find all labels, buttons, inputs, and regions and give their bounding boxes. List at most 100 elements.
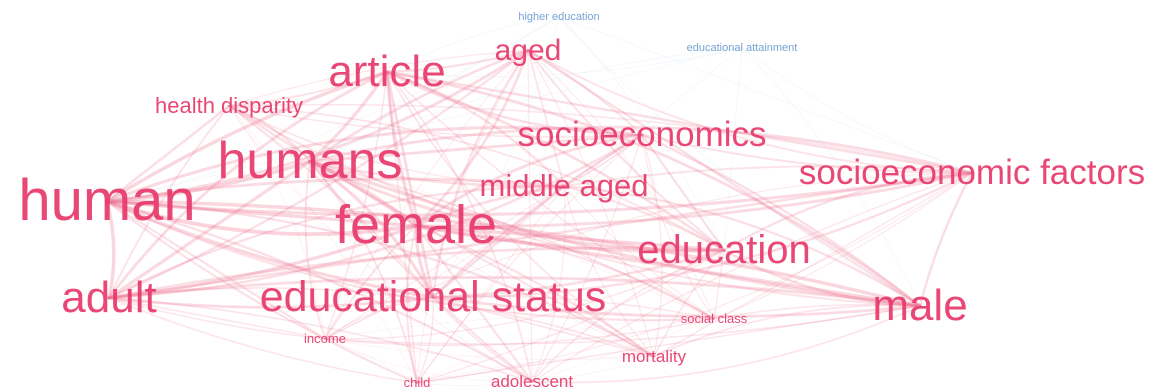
edge-socioeconomics-child — [416, 134, 643, 384]
node-label-health-disparity: health disparity — [155, 93, 303, 118]
node-label-adolescent: adolescent — [491, 372, 574, 391]
edge-human-income — [105, 200, 327, 340]
edge-socioeconomics-adolescent — [531, 134, 643, 383]
edge-female-adolescent — [414, 224, 534, 383]
edge-health-disparity-child — [228, 105, 418, 384]
edge-socioeconomic-factors-adult — [107, 171, 974, 300]
edge-female-child — [406, 224, 418, 384]
edge-educational-attainment-human — [106, 47, 743, 202]
edge-aged-adult — [107, 49, 530, 300]
edge-health-disparity-adolescent — [228, 105, 533, 382]
edge-female-mortality — [414, 224, 656, 358]
edge-educational-attainment-educational-status — [432, 47, 743, 298]
edge-socioeconomics-educational-status — [431, 133, 644, 299]
edge-humans-health-disparity — [227, 104, 312, 163]
edge-article-education — [385, 70, 726, 252]
edge-humans-adult — [107, 159, 312, 300]
edge-humans-male — [308, 159, 922, 308]
edge-aged-social-class — [527, 49, 715, 320]
edge-humans-aged — [308, 49, 530, 163]
edge-socioeconomic-factors-education — [722, 171, 974, 252]
edge-aged-adolescent — [527, 49, 533, 383]
edge-female-educational-status — [414, 224, 435, 299]
edge-middle-aged-adolescent — [531, 185, 566, 383]
edge-educational-status-social-class — [432, 295, 715, 320]
node-label-social-class: social class — [681, 311, 748, 326]
edge-article-mortality — [386, 71, 655, 358]
edge-socioeconomics-middle-aged — [563, 133, 643, 188]
edge-middle-aged-adult — [107, 184, 566, 300]
node-label-socioeconomics: socioeconomics — [518, 115, 767, 154]
edge-human-aged — [105, 48, 530, 203]
edge-aged-mortality — [527, 49, 655, 358]
edge-higher-education-human — [106, 16, 560, 202]
edge-human-female — [105, 199, 418, 237]
edge-socioeconomics-mortality — [641, 134, 663, 358]
edge-socioeconomic-factors-adolescent — [531, 172, 973, 383]
edge-adult-mortality — [108, 287, 655, 358]
edge-educational-attainment-education — [723, 47, 743, 251]
edge-aged-socioeconomics — [527, 49, 643, 136]
edge-socioeconomic-factors-income — [324, 172, 973, 340]
edge-mortality-child — [416, 356, 655, 384]
edge-socioeconomic-factors-mortality — [653, 172, 973, 358]
node-label-education: education — [637, 228, 810, 272]
edge-article-adult — [107, 70, 389, 300]
edge-humans-socioeconomics — [308, 133, 644, 163]
edge-income-adolescent — [324, 338, 533, 383]
edge-health-disparity-adult — [108, 105, 230, 299]
edge-socioeconomic-factors-female — [414, 171, 974, 228]
node-label-adult: adult — [61, 273, 156, 322]
edge-higher-education-socioeconomic-factors — [558, 16, 973, 174]
edge-human-adult — [105, 199, 116, 300]
edge-human-male — [105, 199, 922, 308]
edge-educational-status-mortality — [432, 296, 655, 358]
edge-educational-status-adolescent — [432, 296, 533, 383]
node-label-female: female — [335, 195, 497, 255]
edge-education-educational-status — [431, 248, 726, 299]
edge-aged-health-disparity — [228, 49, 529, 107]
edge-health-disparity-female — [227, 104, 418, 227]
edge-article-female — [385, 70, 418, 228]
edge-adult-male — [107, 276, 922, 308]
edge-education-adult — [107, 246, 726, 300]
edge-humans-social-class — [309, 160, 715, 320]
node-label-middle-aged: middle aged — [480, 168, 649, 203]
edge-socioeconomic-factors-educational-status — [431, 171, 974, 299]
edge-article-income — [324, 71, 388, 340]
edge-article-middle-aged — [385, 70, 566, 188]
edge-health-disparity-socioeconomic-factors — [228, 103, 973, 174]
edge-middle-aged-male — [562, 184, 922, 308]
edge-male-adolescent — [531, 305, 921, 384]
edge-human-health-disparity — [105, 104, 231, 203]
node-label-income: income — [304, 331, 346, 346]
edge-education-mortality — [653, 249, 725, 358]
edge-article-male — [385, 70, 922, 308]
edge-educational-attainment-article — [386, 47, 743, 77]
edge-middle-aged-educational-status — [431, 184, 566, 299]
edge-human-educational-status — [105, 199, 435, 299]
edge-article-socioeconomic-factors — [385, 70, 974, 175]
edge-social-class-adolescent — [531, 318, 715, 382]
node-label-humans: humans — [218, 132, 403, 190]
node-label-socioeconomic-factors: socioeconomic factors — [799, 153, 1145, 192]
edge-socioeconomic-factors-male — [918, 171, 974, 308]
edge-socioeconomic-factors-social-class — [713, 172, 973, 320]
edge-male-mortality — [653, 304, 921, 358]
edge-female-adult — [107, 224, 418, 300]
edge-human-mortality — [105, 200, 656, 358]
edge-socioeconomics-male — [640, 133, 922, 308]
edge-humans-article — [308, 70, 389, 163]
node-label-child: child — [404, 375, 431, 390]
edge-social-class-mortality — [653, 318, 715, 357]
edge-humans-female — [308, 159, 418, 228]
edge-mortality-adolescent — [531, 356, 655, 382]
edge-health-disparity-mortality — [228, 105, 655, 357]
edge-human-social-class — [105, 200, 716, 322]
node-label-human: human — [18, 168, 195, 233]
edge-middle-aged-child — [416, 185, 565, 384]
edge-income-child — [324, 338, 418, 384]
edge-male-child — [416, 305, 921, 384]
edge-human-humans — [105, 159, 312, 204]
